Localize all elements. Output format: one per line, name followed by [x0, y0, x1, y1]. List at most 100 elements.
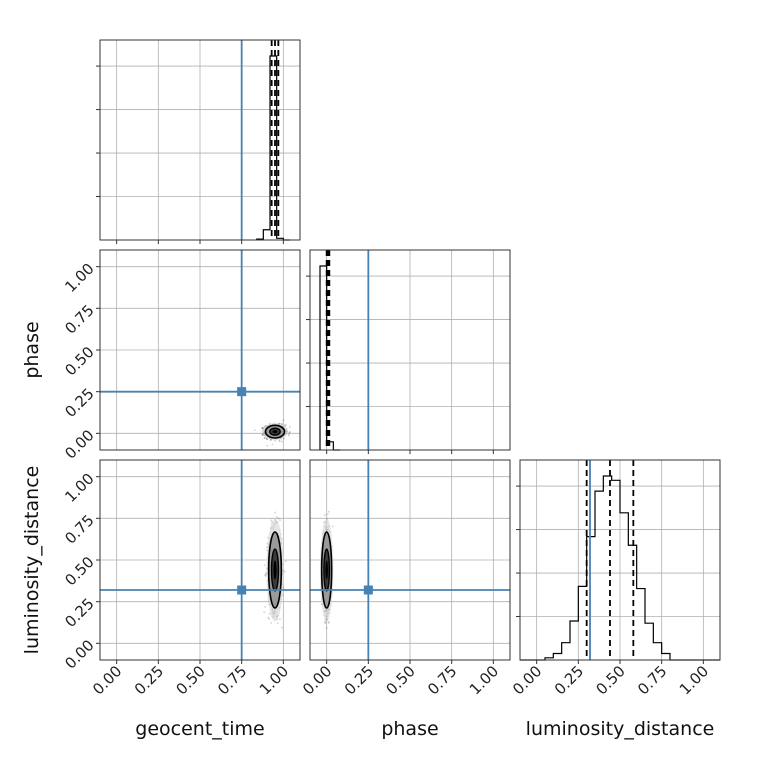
scatter-point [283, 424, 286, 427]
scatter-point [325, 627, 328, 629]
x-tick-label: 0.25 [551, 662, 587, 698]
histogram-bar [263, 230, 270, 240]
scatter-point [282, 419, 285, 422]
scatter-point [271, 443, 274, 446]
scatter-point [326, 513, 329, 516]
y-tick-label: 0.00 [61, 636, 97, 672]
y-tick-label: 0.25 [61, 385, 97, 421]
x-tick-label: 0.75 [214, 662, 250, 698]
y-tick-label: 1.00 [61, 470, 97, 506]
histogram-bar [570, 621, 578, 660]
histogram-step-line [256, 55, 290, 241]
scatter-point [274, 439, 276, 442]
x-tick-label: 0.75 [634, 662, 670, 698]
scatter-point [264, 605, 267, 608]
histogram-panel-luminosity_distance [516, 459, 721, 661]
scatter-point [323, 514, 326, 516]
scatter-point [270, 519, 273, 522]
scatter-point [327, 510, 330, 513]
scatter-panel-geocent_time-luminosity_distance [99, 459, 301, 661]
scatter-point [267, 616, 270, 619]
x-tick-label: 0.50 [382, 662, 418, 698]
histogram-bar [562, 643, 570, 660]
scatter-point [270, 622, 273, 624]
x-axis-label-luminosity_distance: luminosity_distance [526, 718, 715, 740]
histogram-step-line [520, 475, 720, 661]
scatter-point [288, 434, 290, 437]
histogram-panel-phase [306, 249, 511, 451]
x-tick-label: 0.25 [341, 662, 377, 698]
scatter-point [283, 570, 286, 573]
scatter-point [278, 618, 281, 621]
y-tick-label: 0.00 [61, 426, 97, 462]
scatter-point [263, 437, 266, 439]
scatter-point [279, 519, 281, 522]
scatter-point [278, 440, 281, 443]
scatter-point [327, 622, 330, 624]
scatter-point [324, 622, 327, 624]
y-tick-label: 0.50 [61, 343, 97, 379]
x-tick-label: 0.00 [299, 662, 335, 698]
x-axis-label-geocent_time: geocent_time [135, 718, 264, 740]
histogram-bar [553, 654, 561, 660]
x-tick-label: 0.50 [592, 662, 628, 698]
scatter-point [327, 620, 330, 623]
histogram-bar [320, 266, 327, 450]
scatter-point [263, 564, 266, 567]
scatter-point [268, 613, 271, 615]
scatter-panel-geocent_time-phase [99, 249, 301, 451]
y-tick-label: 0.25 [61, 595, 97, 631]
y-tick-label: 0.50 [61, 553, 97, 589]
scatter-point [287, 433, 290, 436]
scatter-point [261, 426, 264, 429]
x-tick-label: 1.00 [676, 662, 712, 698]
y-tick-label: 0.75 [61, 511, 97, 547]
y-axis-label-phase: phase [21, 321, 43, 378]
x-tick-label: 0.50 [172, 662, 208, 698]
scatter-point [331, 525, 334, 528]
scatter-point [278, 439, 281, 442]
scatter-point [283, 437, 285, 440]
histogram-bar [662, 654, 670, 660]
scatter-point [284, 560, 287, 563]
scatter-point [265, 437, 268, 440]
truth-marker [237, 387, 247, 397]
truth-marker [237, 585, 247, 595]
x-tick-label: 0.00 [509, 662, 545, 698]
x-axis-label-phase: phase [381, 718, 438, 740]
histogram-bar [653, 643, 661, 660]
scatter-point [253, 429, 256, 431]
histogram-bar [620, 513, 628, 660]
histogram-panel-geocent_time [96, 39, 301, 241]
scatter-point [323, 621, 326, 624]
x-tick-label: 0.25 [131, 662, 167, 698]
scatter-point [288, 431, 291, 434]
scatter-point [261, 427, 264, 430]
scatter-point [289, 426, 291, 429]
y-tick-label: 0.75 [61, 301, 97, 337]
y-tick-label: 1.00 [61, 260, 97, 296]
scatter-point [284, 424, 287, 426]
scatter-point [274, 511, 277, 514]
scatter-point [277, 517, 280, 520]
scatter-point [266, 438, 269, 441]
histogram-bar [637, 589, 645, 660]
density-core [272, 430, 278, 434]
scatter-point [263, 611, 266, 614]
histogram-bar [578, 586, 586, 660]
scatter-point [266, 444, 269, 447]
density-core [325, 560, 328, 580]
scatter-point [280, 440, 283, 443]
density-core [273, 560, 277, 580]
y-axis-label-luminosity_distance: luminosity_distance [21, 466, 43, 655]
scatter-point [263, 437, 266, 440]
scatter-point [264, 574, 267, 577]
histogram-bar [612, 480, 620, 660]
scatter-point [264, 574, 266, 576]
scatter-point [289, 431, 291, 434]
x-tick-label: 1.00 [466, 662, 502, 698]
x-tick-label: 0.75 [424, 662, 460, 698]
histogram-bar [595, 491, 603, 660]
